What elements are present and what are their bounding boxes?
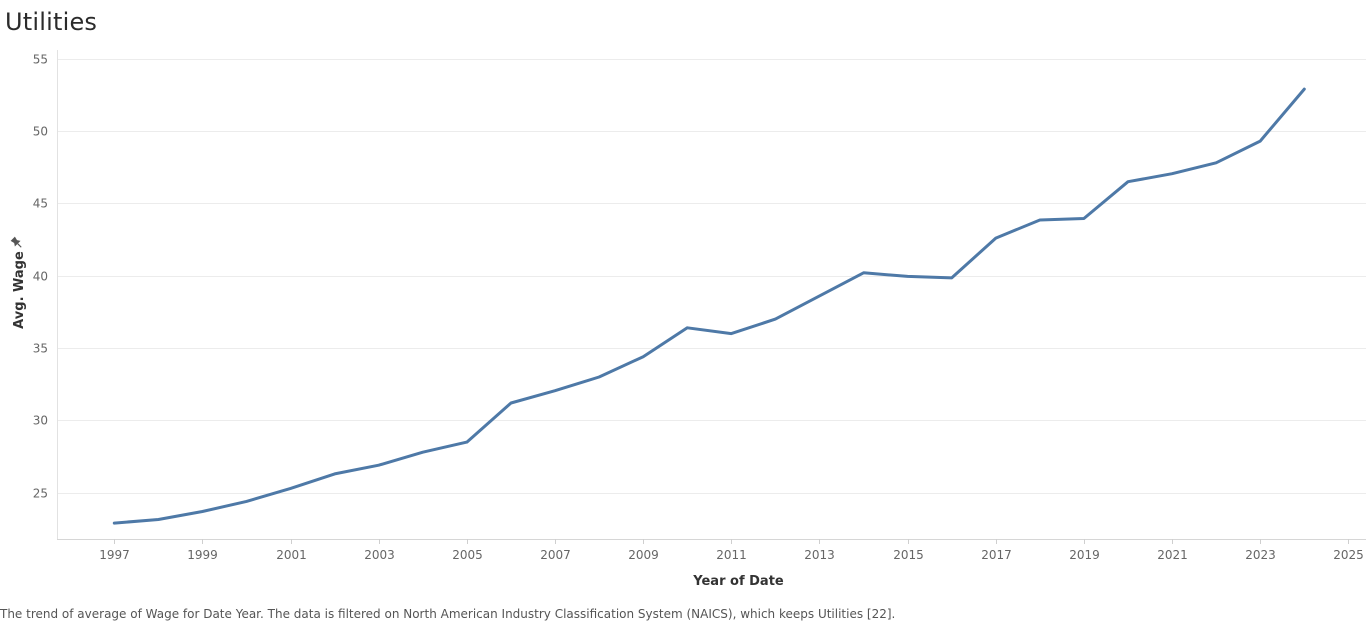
- data-point[interactable]: [506, 398, 516, 408]
- x-tick-label: 2019: [1069, 548, 1100, 562]
- data-point[interactable]: [1299, 84, 1309, 94]
- x-tick-label: 2023: [1245, 548, 1276, 562]
- data-point[interactable]: [286, 483, 296, 493]
- x-tick-label: 2007: [540, 548, 571, 562]
- x-tick-label: 2015: [893, 548, 924, 562]
- data-point[interactable]: [109, 518, 119, 528]
- x-tick-label: 2011: [716, 548, 747, 562]
- y-tick-label: 35: [33, 342, 48, 356]
- data-point[interactable]: [991, 233, 1001, 243]
- data-point[interactable]: [947, 273, 957, 283]
- data-point[interactable]: [153, 515, 163, 525]
- x-tick-label: 2017: [981, 548, 1012, 562]
- data-point[interactable]: [726, 329, 736, 339]
- x-tick-label: 2025: [1333, 548, 1364, 562]
- data-point[interactable]: [903, 271, 913, 281]
- x-tick-label: 1999: [187, 548, 218, 562]
- y-tick-label: 55: [33, 53, 48, 67]
- data-point[interactable]: [859, 268, 869, 278]
- x-tick-label: 2003: [364, 548, 395, 562]
- gridlines: [57, 59, 1366, 494]
- data-point[interactable]: [594, 372, 604, 382]
- pin-needle: [17, 243, 22, 248]
- y-axis-title: Avg. Wage: [12, 251, 27, 329]
- data-point[interactable]: [374, 460, 384, 470]
- data-point[interactable]: [550, 386, 560, 396]
- y-axis-title-group[interactable]: Avg. Wage: [10, 236, 27, 329]
- y-tick-label: 50: [33, 125, 48, 139]
- data-point[interactable]: [1079, 214, 1089, 224]
- x-tick-label: 2005: [452, 548, 483, 562]
- line-chart: 1997 1999 2001 2003 2005 2007 2009 2011 2013 2015…: [10, 50, 1366, 589]
- axes: [57, 50, 1366, 540]
- data-point[interactable]: [815, 291, 825, 301]
- data-point[interactable]: [638, 352, 648, 362]
- series-group: [109, 84, 1309, 528]
- x-tick-label: 1997: [99, 548, 130, 562]
- y-tick-label: 25: [33, 487, 48, 501]
- data-point[interactable]: [1211, 158, 1221, 168]
- data-point[interactable]: [770, 314, 780, 324]
- data-point[interactable]: [1255, 136, 1265, 146]
- pin-icon[interactable]: [10, 236, 24, 250]
- data-point[interactable]: [330, 469, 340, 479]
- data-point[interactable]: [418, 447, 428, 457]
- y-tick-label: 45: [33, 197, 48, 211]
- data-point[interactable]: [1123, 177, 1133, 187]
- y-tick-label: 40: [33, 270, 48, 284]
- chart-caption: The trend of average of Wage for Date Ye…: [0, 607, 896, 621]
- data-point[interactable]: [682, 323, 692, 333]
- x-tick-label: 2001: [276, 548, 307, 562]
- data-point[interactable]: [242, 496, 252, 506]
- x-axis-title: Year of Date: [692, 574, 784, 589]
- y-tick-label: 30: [33, 414, 48, 428]
- data-point[interactable]: [1035, 215, 1045, 225]
- data-point[interactable]: [1167, 169, 1177, 179]
- x-tick-label: 2021: [1157, 548, 1188, 562]
- x-axis-ticks: 1997 1999 2001 2003 2005 2007 2009 2011 2013 2015…: [99, 539, 1364, 562]
- page-title: Utilities: [5, 8, 98, 36]
- series-line[interactable]: [112, 87, 1306, 525]
- pin-head: [10, 236, 21, 247]
- x-tick-label: 2013: [804, 548, 835, 562]
- y-axis-ticks: 25 30 35 40 45 50 55: [33, 53, 48, 501]
- x-tick-label: 2009: [628, 548, 659, 562]
- data-point[interactable]: [462, 437, 472, 447]
- data-point[interactable]: [197, 507, 207, 517]
